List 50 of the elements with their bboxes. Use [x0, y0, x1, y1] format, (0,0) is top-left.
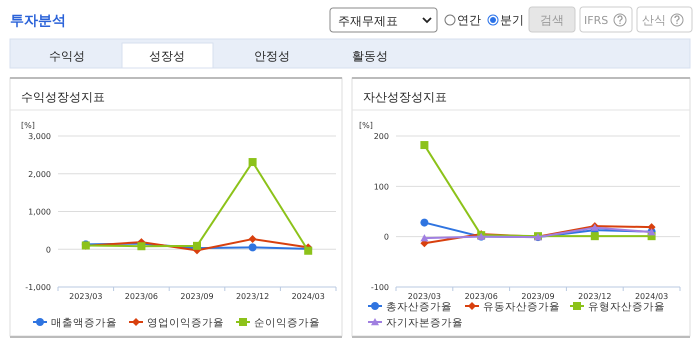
y-tick-label: -100	[370, 283, 389, 292]
x-tick-label: 2023/09	[521, 292, 555, 301]
text: 성장성	[149, 49, 185, 63]
text: 활동성	[352, 49, 388, 63]
y-tick-label: 0	[46, 245, 51, 254]
text: 안정성	[254, 49, 290, 63]
point	[248, 235, 257, 244]
point	[590, 232, 599, 240]
point	[420, 234, 428, 242]
legend-label: 유동자산증가율	[483, 301, 560, 313]
x-tick-label: 2023/06	[464, 292, 498, 301]
x-tick-label: 2024/03	[634, 292, 668, 301]
text: 연간	[457, 13, 481, 27]
y-tick-label: 100	[374, 182, 389, 192]
x-tick-label: 2024/03	[292, 292, 325, 301]
legend-label: 자기자본증가율	[386, 317, 463, 329]
y-tick-label: 0	[384, 232, 389, 242]
point	[248, 243, 257, 252]
x-tick-label: 2023/12	[236, 292, 270, 301]
x-tick-label: 2023/03	[408, 292, 442, 301]
y-tick-label: 200	[374, 132, 389, 141]
y-tick-label: 1,000	[28, 208, 51, 216]
legend-label: 순이익증가율	[254, 317, 320, 329]
point	[248, 158, 257, 166]
y-tick-label: -1,000	[25, 283, 51, 292]
text: 수익성	[49, 49, 85, 63]
legend-label: 영업이익증가율	[147, 317, 224, 329]
x-tick-label: 2023/06	[124, 292, 158, 301]
x-tick-label: 2023/12	[578, 292, 612, 301]
y-axis-title: [%]	[21, 121, 35, 130]
chart-title: 자산성장성지표	[363, 90, 447, 104]
text: 분기	[500, 13, 524, 27]
point	[420, 218, 428, 227]
x-tick-label: 2023/09	[180, 292, 214, 301]
y-tick-label: 2,000	[28, 170, 51, 179]
y-tick-label: 3,000	[28, 132, 51, 141]
chart-title: 수익성장성지표	[21, 90, 105, 104]
text: 산식	[642, 13, 666, 27]
text: 투자분석	[10, 13, 66, 29]
legend-label: 유형자산증가율	[588, 301, 665, 313]
point	[193, 242, 201, 250]
legend-label: 총자산증가율	[386, 301, 452, 313]
legend-label: 매출액증가율	[51, 317, 117, 329]
text: 주재무제표	[338, 14, 398, 28]
text: IFRS	[584, 14, 608, 27]
y-axis-title: [%]	[359, 121, 373, 130]
x-tick-label: 2023/03	[69, 292, 102, 301]
point	[420, 141, 428, 150]
point	[137, 242, 146, 250]
text: 검색	[540, 13, 564, 27]
